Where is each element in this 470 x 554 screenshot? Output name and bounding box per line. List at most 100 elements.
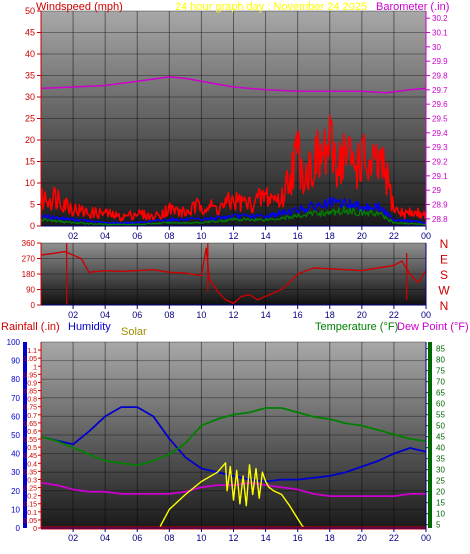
humidity-ytick-label: 10 [11, 505, 20, 514]
baro-ytick-label: 29.8 [432, 72, 448, 81]
temp-ytick-label: 50 [436, 422, 445, 431]
wind-ytick-label: 45 [25, 28, 35, 38]
dir-xtick-label: 16 [293, 310, 303, 320]
rain-ytick-label: 0.35 [23, 469, 37, 476]
temp-ytick-label: 10 [436, 510, 445, 519]
temp-ytick-label: 70 [436, 378, 445, 387]
solar-line [41, 462, 426, 529]
wind-xtick-label: 10 [196, 231, 206, 241]
windspeed-line [40, 114, 427, 222]
dewpoint-line [40, 481, 426, 498]
baro-ytick-label: 29.7 [432, 86, 448, 95]
solar-axis-label: Solar [121, 326, 147, 338]
rain-ytick-label: 0.6 [27, 429, 37, 436]
temp-xtick-label: 20 [357, 533, 367, 543]
humidity-ytick-label: 0 [16, 524, 21, 533]
humidity-line [40, 406, 427, 483]
temp-xtick-label: 16 [293, 533, 303, 543]
wind-ytick-label: 5 [30, 200, 35, 210]
wind-ytick-label: 40 [25, 49, 35, 59]
temp-xtick-label: 12 [228, 533, 238, 543]
wind-ytick-label: 20 [25, 135, 35, 145]
humidity-ytick-label: 100 [7, 338, 21, 347]
temp-xtick-label: 06 [132, 533, 142, 543]
rain-ytick-label: 0.2 [27, 494, 37, 501]
wind-xtick-label: 04 [100, 231, 110, 241]
rain-ytick-label: 0.7 [27, 413, 37, 420]
direction-line [40, 247, 427, 304]
compass-label: W [438, 284, 450, 298]
baro-ytick-label: 29 [432, 186, 441, 195]
rain-ytick-label: 0.9 [27, 380, 37, 387]
humidity-axis-bar [23, 342, 27, 528]
wind-xtick-label: 16 [293, 231, 303, 241]
baro-ytick-label: 29.3 [432, 143, 448, 152]
baro-ytick-label: 29.6 [432, 100, 448, 109]
wind-xtick-label: 14 [261, 231, 271, 241]
humidity-ytick-label: 40 [11, 450, 20, 459]
direction-plot-background [41, 243, 426, 305]
rainfall-axis-label: Rainfall (.in) [1, 321, 60, 333]
rain-ytick-label: 0.3 [27, 477, 37, 484]
temp-ytick-label: 60 [436, 400, 445, 409]
baro-ytick-label: 30.1 [432, 29, 448, 38]
wind-grid [41, 10, 427, 227]
dir-ytick-label: 360 [22, 239, 36, 248]
rain-ytick-label: 1.1 [27, 348, 37, 355]
temp-ytick-label: 85 [436, 345, 445, 354]
baro-ytick-label: 28.9 [432, 201, 448, 210]
humidity-axis-label: Humidity [68, 321, 111, 333]
temp-ytick-label: 25 [436, 477, 445, 486]
temp-ytick-label: 45 [436, 433, 445, 442]
temp-ytick-label: 15 [436, 499, 445, 508]
wind-ytick-label: 15 [25, 157, 35, 167]
temp-xtick-label: 18 [325, 533, 335, 543]
wind-xtick-label: 12 [228, 231, 238, 241]
rain-ytick-label: 0.05 [23, 518, 37, 525]
wind-ytick-label: 50 [25, 6, 35, 16]
humidity-ytick-label: 90 [11, 357, 20, 366]
barometer-line [40, 76, 427, 94]
dir-ytick-label: 90 [26, 286, 35, 295]
temp-xtick-label: 02 [68, 533, 78, 543]
temp-ytick-label: 40 [436, 444, 445, 453]
temp-axes: 010203040506070809010000.050.10.150.20.2… [7, 338, 446, 543]
baro-ytick-label: 29.4 [432, 129, 448, 138]
wind-xtick-label: 20 [357, 231, 367, 241]
rain-ytick-label: 0 [33, 526, 37, 533]
wind-xtick-label: 08 [164, 231, 174, 241]
baro-ytick-label: 30 [432, 43, 441, 52]
wind-ytick-label: 0 [30, 221, 35, 231]
humidity-ytick-label: 30 [11, 468, 20, 477]
dir-xtick-label: 08 [164, 310, 174, 320]
wind-baro-panel: 0 5 10 15 20 25 30 35 40 45 50 28.8 28.9 29 29.1 29.2 29… [25, 1, 449, 241]
wind-ytick-label: 10 [25, 178, 35, 188]
temperature-line [40, 407, 427, 467]
baro-ytick-label: 28.8 [432, 215, 448, 224]
wind-ytick-label: 30 [25, 92, 35, 102]
direction-series [40, 243, 427, 305]
rain-ytick-label: 0.55 [23, 437, 37, 444]
baro-ytick-label: 29.1 [432, 172, 448, 181]
compass-label: N [440, 299, 449, 313]
humidity-ytick-label: 50 [11, 431, 20, 440]
wind-axes: 0 5 10 15 20 25 30 35 40 45 50 28.8 28.9 29 29.1 29.2 29… [25, 6, 448, 241]
wind-xtick-label: 06 [132, 231, 142, 241]
wind-xtick-label: 22 [389, 231, 399, 241]
dir-xtick-label: 10 [196, 310, 206, 320]
rain-ytick-label: 0.5 [27, 445, 37, 452]
baro-ytick-label: 29.9 [432, 57, 448, 66]
temp-xtick-label: 04 [100, 533, 110, 543]
rain-ytick-label: 0.95 [23, 372, 37, 379]
wind-ytick-label: 25 [25, 114, 35, 124]
humidity-ytick-label: 70 [11, 394, 20, 403]
wind-xtick-label: 02 [68, 231, 78, 241]
rain-ytick-label: 0.85 [23, 389, 37, 396]
temp-ytick-label: 55 [436, 411, 445, 420]
temp-xtick-label: 00 [421, 533, 431, 543]
temp-ytick-label: 80 [436, 356, 445, 365]
dir-xtick-label: 20 [357, 310, 367, 320]
rain-ytick-label: 0.65 [23, 421, 37, 428]
temp-ytick-label: 75 [436, 367, 445, 376]
